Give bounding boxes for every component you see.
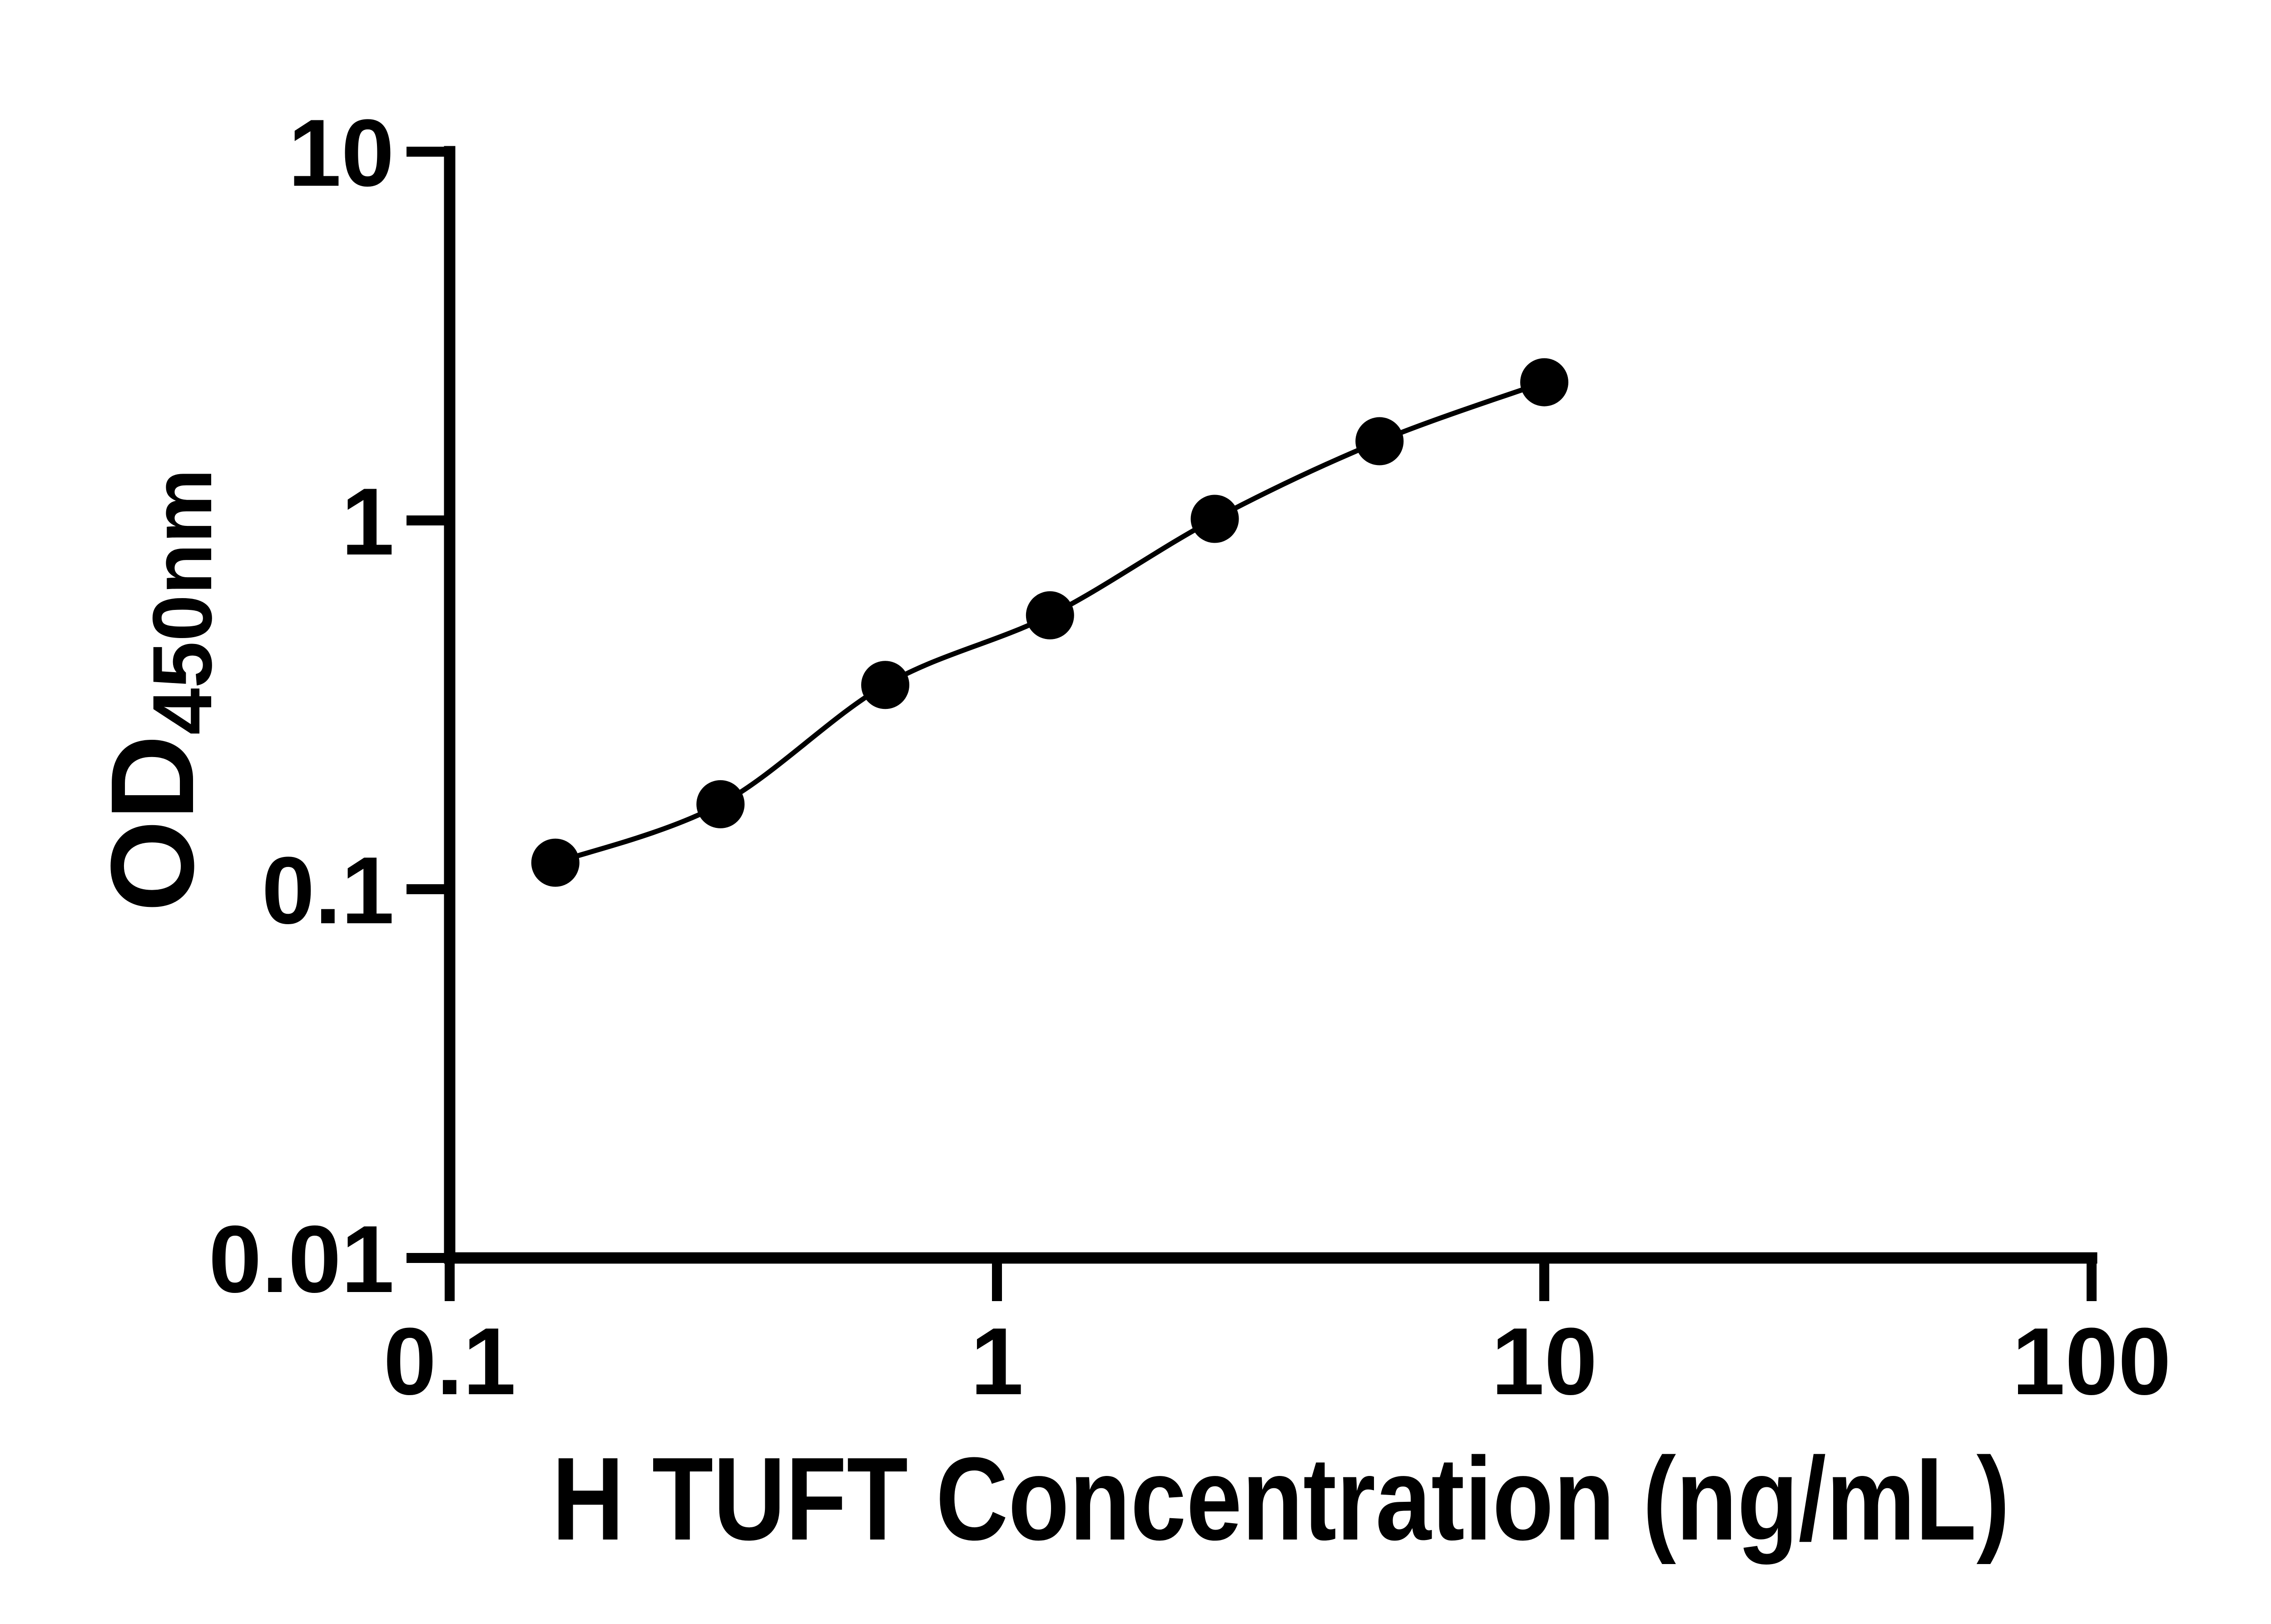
- y-axis-title: OD450nm: [87, 469, 229, 912]
- x-axis-title: H TUFT Concentration (ng/mL): [552, 1433, 2010, 1565]
- data-point-1.25ngml: [1026, 591, 1074, 639]
- data-point-0.625ngml: [861, 661, 910, 709]
- y-axis-title-subscript: 450nm: [136, 469, 229, 735]
- x-tick-label-1: 1: [971, 1308, 1024, 1415]
- y-axis-title-main: OD: [87, 735, 218, 912]
- y-tick-label-0.1: 0.1: [262, 837, 394, 944]
- y-tick-label-10: 10: [288, 99, 394, 206]
- data-point-2.5ngml: [1190, 495, 1239, 543]
- data-point-0.156ngml: [531, 838, 580, 887]
- data-point-10ngml: [1520, 358, 1568, 406]
- x-tick-label-0.1: 0.1: [383, 1308, 516, 1415]
- data-point-5ngml: [1355, 417, 1404, 465]
- y-tick-label-0.01: 0.01: [208, 1206, 394, 1312]
- y-tick-label-1: 1: [341, 468, 394, 575]
- x-tick-label-10: 10: [1491, 1308, 1597, 1415]
- data-point-0.3125ngml: [696, 780, 745, 828]
- x-tick-label-100: 100: [2012, 1308, 2171, 1415]
